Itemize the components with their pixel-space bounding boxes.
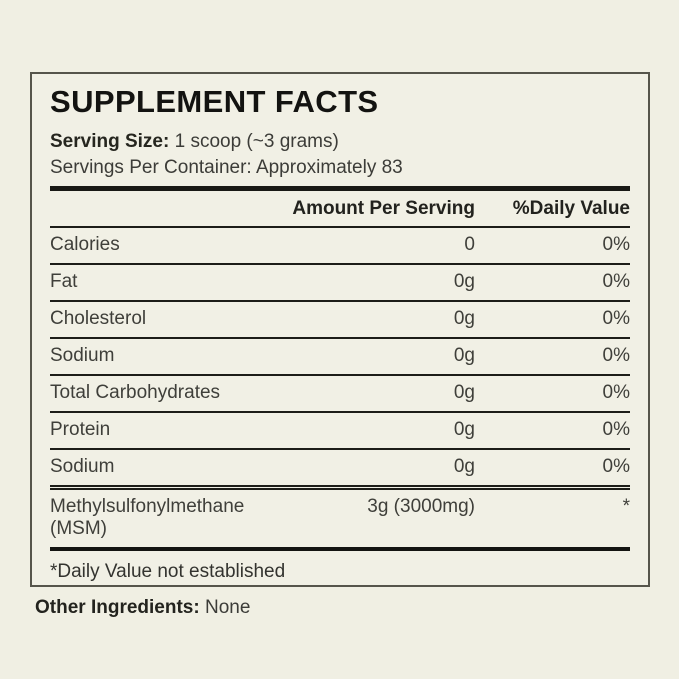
nutrient-daily-value: 0% [602, 418, 630, 440]
serving-size-label: Serving Size: [50, 130, 170, 152]
nutrient-name: Sodium [50, 455, 115, 477]
table-row: Fat 0g 0% [50, 265, 630, 302]
supplement-facts-panel: SUPPLEMENT FACTS Serving Size: 1 scoop (… [30, 72, 650, 587]
serving-size-value: 1 scoop (~3 grams) [169, 130, 339, 152]
daily-value-column-header: %Daily Value [512, 197, 630, 219]
serving-size-line: Serving Size: 1 scoop (~3 grams) [50, 129, 630, 155]
other-ingredients-label: Other Ingredients: [35, 597, 200, 618]
nutrient-daily-value: 0% [602, 270, 630, 292]
daily-value-footnote: *Daily Value not established [50, 560, 286, 582]
thick-divider [50, 185, 630, 191]
nutrient-daily-value: 0% [602, 233, 630, 255]
nutrient-name: Total Carbohydrates [50, 381, 221, 403]
other-ingredients-value: None [199, 597, 251, 618]
table-row: Calories 0 0% [50, 228, 630, 265]
nutrient-name: Protein [50, 418, 111, 440]
nutrient-amount: 0 [464, 233, 475, 255]
table-row: Total Carbohydrates 0g 0% [50, 376, 630, 413]
nutrient-daily-value: 0% [602, 344, 630, 366]
ingredient-row: Methylsulfonylmethane (MSM) 3g (3000mg) … [50, 490, 630, 551]
nutrient-daily-value: 0% [602, 455, 630, 477]
amount-column-header: Amount Per Serving [292, 197, 475, 219]
nutrient-amount: 0g [453, 418, 475, 440]
nutrient-name: Sodium [50, 344, 115, 366]
table-row: Sodium 0g 0% [50, 339, 630, 376]
table-row: Cholesterol 0g 0% [50, 302, 630, 339]
panel-title: SUPPLEMENT FACTS [50, 84, 379, 119]
table-header-row: Amount Per Serving %Daily Value [50, 191, 630, 228]
nutrient-name: Calories [50, 233, 120, 255]
nutrient-amount: 0g [453, 307, 475, 329]
ingredient-name: Methylsulfonylmethane (MSM) [50, 495, 245, 539]
nutrient-name: Fat [50, 270, 78, 292]
nutrient-name: Cholesterol [50, 307, 147, 329]
nutrient-amount: 0g [453, 270, 475, 292]
ingredient-daily-value: * [622, 495, 630, 517]
nutrient-daily-value: 0% [602, 381, 630, 403]
ingredient-amount: 3g (3000mg) [367, 495, 475, 517]
other-ingredients-line: Other Ingredients: None [35, 597, 250, 619]
nutrient-amount: 0g [453, 381, 475, 403]
nutrient-amount: 0g [453, 344, 475, 366]
nutrient-amount: 0g [453, 455, 475, 477]
servings-per-container: Servings Per Container: Approximately 83 [50, 157, 403, 179]
table-row: Sodium 0g 0% [50, 450, 630, 490]
nutrient-daily-value: 0% [602, 307, 630, 329]
table-row: Protein 0g 0% [50, 413, 630, 450]
